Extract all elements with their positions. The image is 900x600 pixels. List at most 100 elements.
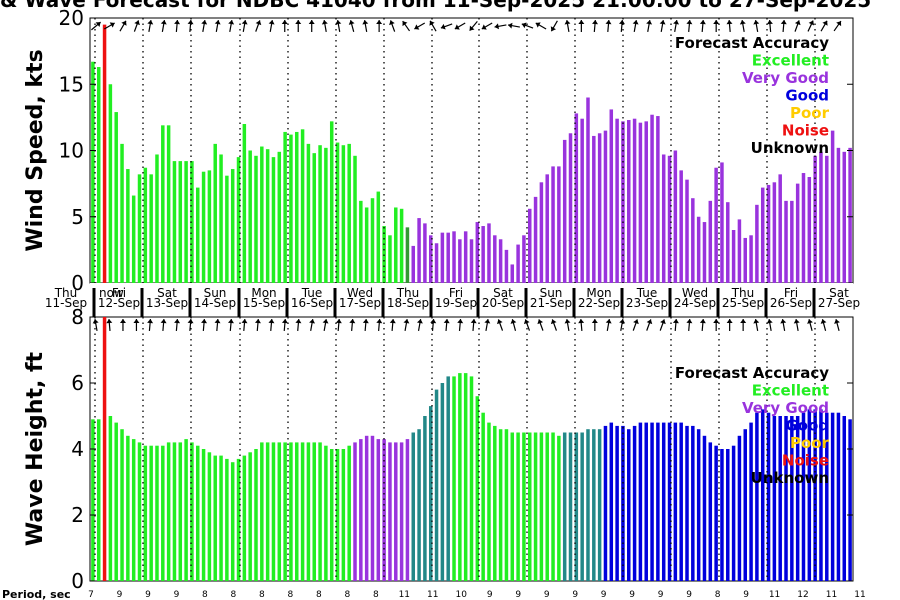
- bar: [347, 143, 351, 283]
- bar: [527, 432, 532, 581]
- bar: [300, 442, 305, 581]
- direction-arrow: [348, 20, 355, 32]
- bar: [260, 146, 264, 283]
- legend-item: Good: [785, 87, 829, 105]
- bar: [481, 226, 485, 283]
- bar: [388, 235, 392, 283]
- bar: [545, 174, 549, 283]
- bar: [778, 174, 782, 283]
- bar: [335, 449, 340, 581]
- bar: [469, 239, 474, 283]
- bar: [667, 155, 672, 283]
- bar: [277, 442, 282, 581]
- direction-arrow: [833, 20, 842, 32]
- period-value: 8: [259, 590, 265, 600]
- bar: [265, 442, 270, 581]
- bar: [743, 429, 747, 581]
- bar: [143, 445, 148, 581]
- y-tick-label: 20: [59, 6, 84, 30]
- bar: [720, 162, 724, 283]
- bar: [609, 109, 614, 283]
- direction-arrow: [753, 318, 760, 332]
- direction-arrow: [713, 319, 720, 331]
- period-row: Period, sec 7 9 9 9 8 8 8 8 8 8 8 11 11 10 9 9 9 9 9 9 9 9 8 9 1…: [2, 588, 866, 600]
- bar: [131, 195, 136, 283]
- bar: [487, 422, 491, 581]
- direction-arrow: [510, 319, 517, 331]
- direction-arrow: [834, 319, 840, 331]
- bar: [656, 116, 660, 283]
- bar: [452, 376, 456, 581]
- bar: [172, 161, 177, 283]
- bar: [353, 442, 357, 581]
- bar: [737, 219, 742, 283]
- direction-arrow: [228, 19, 235, 33]
- period-value: 8: [344, 590, 350, 600]
- bar: [644, 422, 648, 581]
- direction-arrow: [484, 318, 491, 332]
- date-label: 24-Sep: [674, 296, 716, 310]
- bar: [108, 84, 113, 283]
- bar: [131, 439, 136, 581]
- bar: [621, 425, 625, 581]
- date-label: 23-Sep: [626, 296, 668, 310]
- bar: [562, 139, 567, 283]
- direction-arrow: [214, 19, 221, 33]
- bar: [586, 97, 590, 283]
- day-of-week-label: Thu: [396, 286, 420, 300]
- period-value: 8: [316, 590, 322, 600]
- bar: [190, 161, 194, 283]
- direction-arrow: [321, 19, 328, 33]
- bar: [469, 376, 474, 581]
- bar: [632, 425, 637, 581]
- direction-arrow: [535, 22, 547, 30]
- bar: [475, 396, 480, 581]
- bar: [324, 147, 328, 283]
- bar: [440, 232, 445, 283]
- bar: [673, 150, 678, 283]
- day-of-week-label: Mon: [251, 286, 276, 300]
- bar: [184, 161, 188, 283]
- bar: [230, 169, 235, 283]
- direction-arrow: [494, 23, 507, 30]
- period-value: 11: [826, 590, 837, 600]
- bar: [166, 125, 171, 283]
- direction-arrow: [726, 319, 733, 331]
- bar: [679, 170, 683, 283]
- date-label: 13-Sep: [146, 296, 188, 310]
- bar: [807, 409, 812, 581]
- bar: [708, 200, 713, 283]
- bar: [271, 157, 276, 283]
- bar: [772, 182, 777, 283]
- bar: [848, 147, 852, 283]
- direction-arrow: [268, 318, 275, 332]
- direction-arrow: [686, 318, 693, 332]
- y-tick-label: 6: [71, 371, 84, 395]
- bar: [440, 383, 445, 581]
- direction-arrow: [632, 319, 639, 331]
- date-label: 27-Sep: [818, 296, 860, 310]
- bar: [656, 422, 660, 581]
- bar: [364, 435, 369, 581]
- direction-arrow: [349, 318, 356, 332]
- day-of-week-label: Mon: [586, 286, 611, 300]
- direction-arrow: [578, 20, 585, 32]
- direction-arrow: [376, 318, 383, 332]
- bar: [527, 208, 532, 283]
- bar: [405, 227, 410, 283]
- bar: [708, 442, 713, 581]
- period-value: 10: [456, 590, 468, 600]
- bar: [574, 113, 579, 284]
- bar: [219, 455, 223, 581]
- bar: [784, 416, 788, 581]
- date-label: 20-Sep: [482, 296, 524, 310]
- direction-arrow: [550, 20, 558, 32]
- day-of-week-label: Fri: [784, 286, 798, 300]
- bar: [417, 429, 421, 581]
- bar: [539, 432, 544, 581]
- bar: [650, 114, 654, 283]
- direction-arrow: [92, 318, 99, 332]
- period-value: 9: [629, 590, 635, 600]
- bar: [638, 422, 643, 581]
- date-label: 21-Sep: [530, 296, 572, 310]
